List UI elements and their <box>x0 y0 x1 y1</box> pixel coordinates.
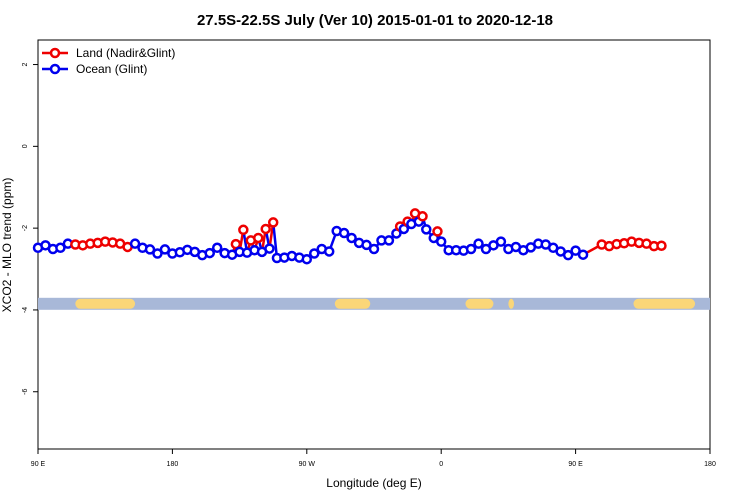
ocean-point <box>55 242 66 254</box>
y-axis-label: XCO2 - MLO trend (ppm) <box>0 178 14 313</box>
ocean-point <box>309 248 320 259</box>
x-axis: 90 E 180 90 W 0 90 E 180 <box>31 449 716 468</box>
ocean-point <box>368 243 380 255</box>
ocean-point <box>338 227 350 239</box>
y-axis: 2 0 -2 -4 -6 <box>22 62 38 395</box>
ocean-point <box>577 249 589 260</box>
ocean-point <box>264 243 275 254</box>
x-tick-label: 90 E <box>31 461 46 468</box>
y-tick-label: -4 <box>22 307 29 313</box>
legend-label: Land (Nadir&Glint) <box>76 46 175 60</box>
ocean-point <box>435 236 447 247</box>
ocean-point <box>570 245 581 256</box>
land-strip <box>508 298 514 309</box>
legend-marker <box>49 63 61 75</box>
legend-marker <box>49 47 61 59</box>
land-point <box>238 224 249 236</box>
ocean-strip <box>38 297 710 310</box>
land-strip <box>75 298 136 309</box>
x-tick-label: 0 <box>439 461 443 468</box>
x-tick-label: 90 W <box>299 461 316 468</box>
land-ocean-strip <box>38 297 710 310</box>
x-axis-label: Longitude (deg E) <box>326 476 421 490</box>
series-layer <box>32 208 667 265</box>
land-point <box>260 223 271 235</box>
y-tick-label: 2 <box>22 62 29 66</box>
ocean-point <box>562 249 574 261</box>
x-tick-label: 90 E <box>568 461 583 468</box>
ocean-point <box>346 232 357 244</box>
land-point <box>417 211 428 222</box>
ocean-point <box>204 247 215 259</box>
ocean-point <box>473 238 484 249</box>
series-segment <box>271 222 279 259</box>
land-point <box>230 238 242 250</box>
ocean-point <box>383 235 395 246</box>
y-tick-label: 0 <box>22 144 29 148</box>
land-point <box>267 217 279 228</box>
ocean-point <box>152 248 163 259</box>
y-tick-label: -6 <box>22 389 29 395</box>
legend-label: Ocean (Glint) <box>76 62 147 76</box>
land-point <box>656 240 667 251</box>
ocean-point <box>144 244 156 255</box>
ocean-point <box>211 242 223 254</box>
ocean-point <box>301 253 313 265</box>
chart-title: 27.5S-22.5S July (Ver 10) 2015-01-01 to … <box>197 12 553 29</box>
ocean-point <box>159 244 171 255</box>
ocean-point <box>421 224 432 235</box>
ocean-point <box>129 238 141 249</box>
land-point <box>432 226 443 237</box>
ocean-point <box>495 236 507 247</box>
ocean-point <box>465 243 477 255</box>
ocean-point <box>361 239 372 251</box>
land-strip <box>465 298 494 309</box>
x-tick-label: 180 <box>704 461 716 468</box>
ocean-point <box>323 246 335 257</box>
x-tick-label: 180 <box>167 461 179 468</box>
land-point <box>253 232 264 244</box>
y-tick-label: -2 <box>22 225 29 231</box>
legend: Land (Nadir&Glint) Ocean (Glint) <box>42 46 175 76</box>
land-strip <box>334 298 371 309</box>
land-strip <box>633 298 696 309</box>
